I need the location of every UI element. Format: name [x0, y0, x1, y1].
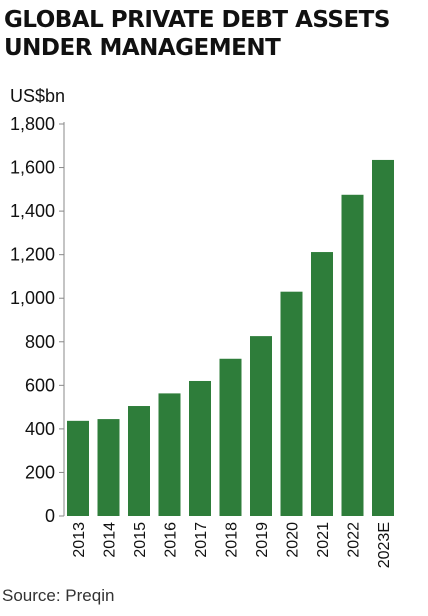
- y-tick-label: 600: [25, 375, 55, 395]
- bar: [219, 358, 242, 516]
- y-tick-label: 200: [25, 462, 55, 482]
- bar: [128, 406, 150, 516]
- chart-title: GLOBAL PRIVATE DEBT ASSETS UNDER MANAGEM…: [4, 6, 424, 62]
- chart-title-line-1: GLOBAL PRIVATE DEBT ASSETS: [4, 7, 390, 33]
- x-tick-label: 2014: [102, 522, 119, 558]
- y-tick-label: 1,600: [10, 158, 55, 178]
- x-tick-label: 2020: [285, 522, 302, 558]
- bar: [280, 291, 303, 516]
- x-tick-label: 2016: [163, 522, 180, 558]
- x-tick-label: 2018: [224, 522, 241, 558]
- y-tick-label: 0: [45, 506, 55, 526]
- y-tick-label: 1,800: [10, 114, 55, 134]
- bar: [372, 159, 394, 516]
- x-tick-label: 2015: [132, 522, 149, 558]
- bar: [67, 420, 89, 516]
- source-note: Source: Preqin: [2, 586, 115, 605]
- y-tick-label: 1,000: [10, 288, 55, 308]
- x-tick-label: 2023E: [376, 522, 393, 568]
- y-tick-label: 400: [25, 419, 55, 439]
- y-axis-unit-label: US$bn: [10, 86, 66, 106]
- x-tick-label: 2022: [346, 522, 363, 558]
- y-tick-label: 1,200: [10, 245, 55, 265]
- chart-title-line-2: UNDER MANAGEMENT: [4, 35, 281, 61]
- x-tick-label: 2021: [315, 522, 332, 558]
- y-tick-label: 800: [25, 332, 55, 352]
- bar: [341, 194, 364, 516]
- bar: [250, 336, 272, 516]
- x-tick-label: 2017: [193, 522, 210, 558]
- x-tick-label: 2019: [254, 522, 271, 558]
- bar: [97, 419, 120, 516]
- x-tick-label: 2013: [71, 522, 88, 558]
- bar: [158, 393, 181, 516]
- y-tick-label: 1,400: [10, 201, 55, 221]
- bar: [311, 252, 333, 516]
- bar: [189, 380, 211, 516]
